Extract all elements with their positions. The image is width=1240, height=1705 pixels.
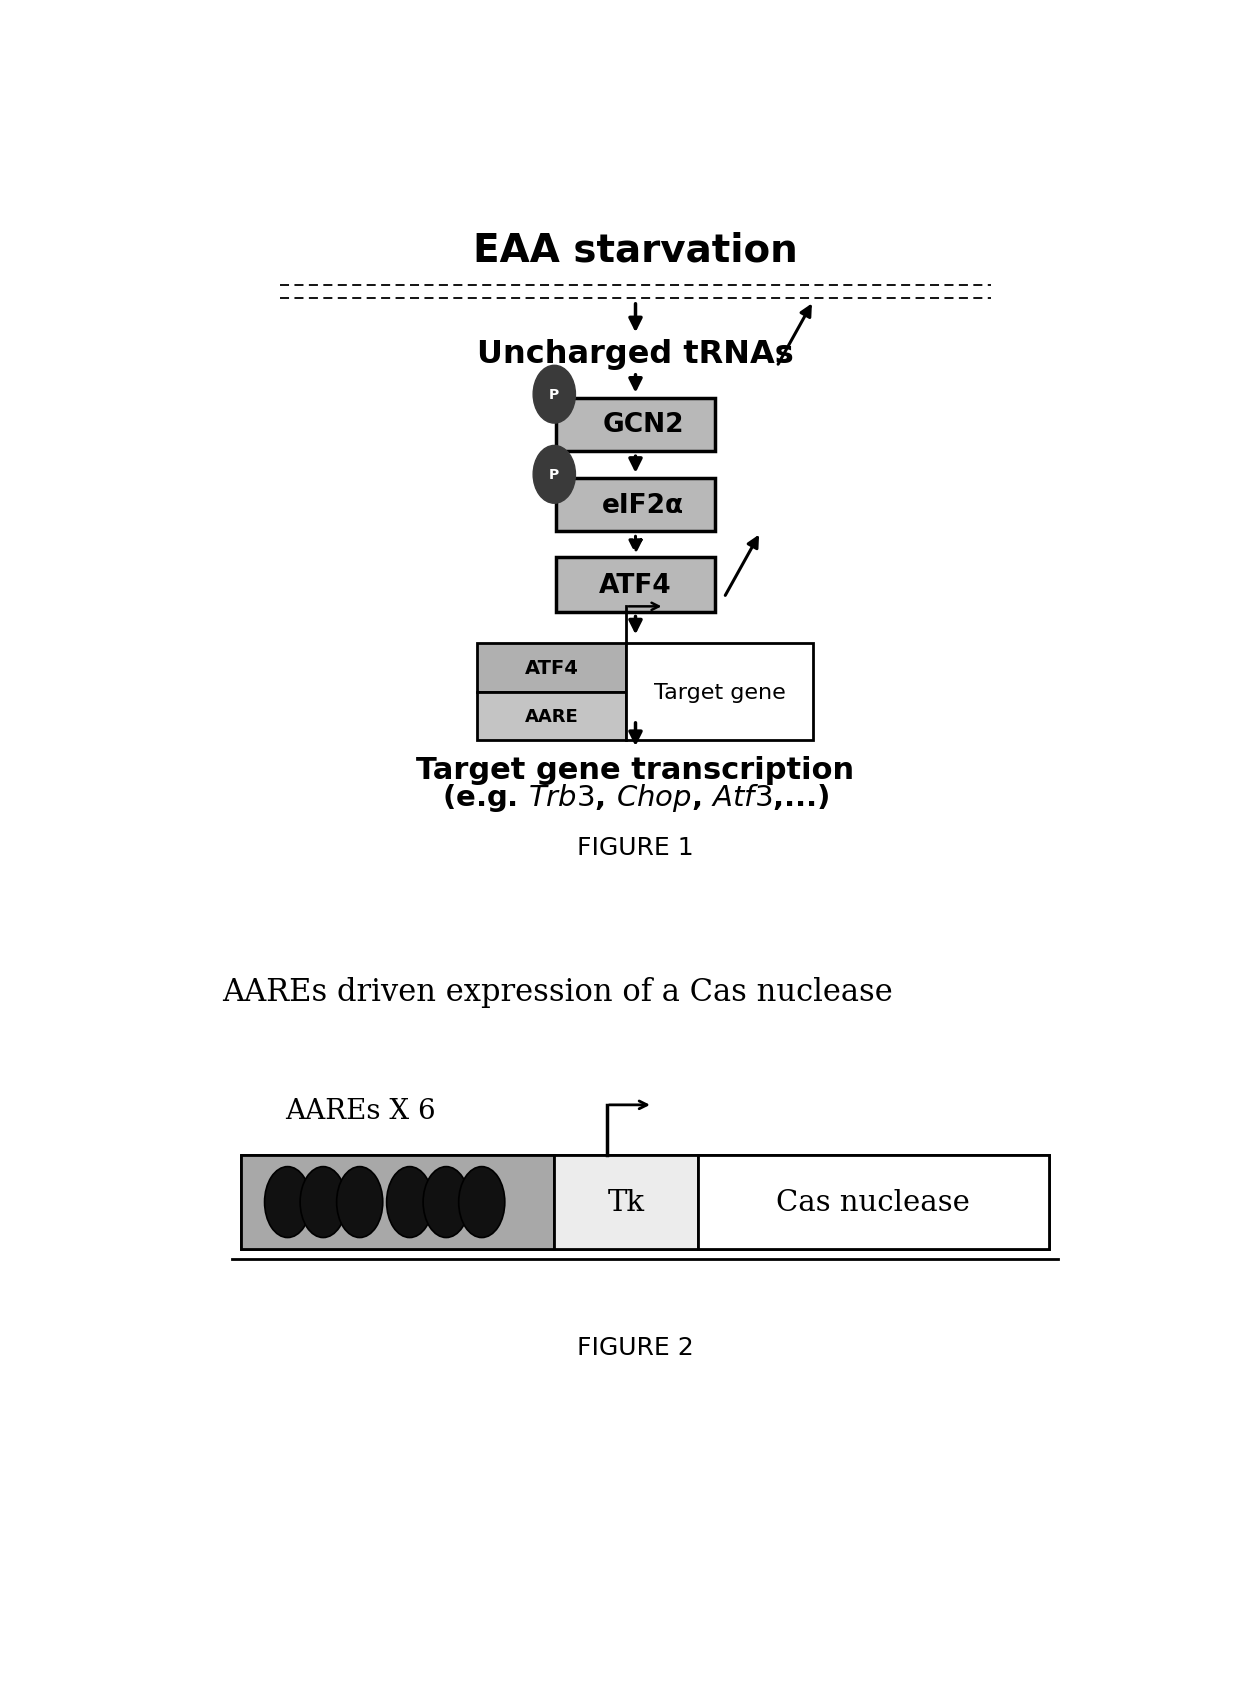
Text: FIGURE 1: FIGURE 1 [577,835,694,859]
Bar [557,558,714,612]
Bar [242,1154,1049,1250]
Bar [557,399,714,452]
Text: GCN2: GCN2 [603,413,684,438]
Text: EAA starvation: EAA starvation [474,232,797,269]
Circle shape [533,367,575,425]
Text: AAREs X 6: AAREs X 6 [285,1096,435,1124]
Text: P: P [549,469,559,483]
Ellipse shape [459,1166,505,1238]
Bar [477,692,626,742]
Text: Target gene: Target gene [653,682,785,702]
Bar [626,644,813,742]
Text: FIGURE 2: FIGURE 2 [577,1335,694,1359]
Ellipse shape [300,1166,346,1238]
Bar [554,1154,698,1250]
Bar [557,479,714,532]
Ellipse shape [423,1166,469,1238]
Text: (e.g. $\it{Trb3}$, $\it{Chop}$, $\it{Atf3}$,...): (e.g. $\it{Trb3}$, $\it{Chop}$, $\it{Atf… [441,783,830,813]
Bar [477,644,626,692]
Text: Tk: Tk [608,1188,645,1216]
Text: P: P [549,389,559,402]
Text: AAREs driven expression of a Cas nuclease: AAREs driven expression of a Cas nucleas… [222,977,893,1008]
Bar [242,1154,554,1250]
Circle shape [533,447,575,505]
Ellipse shape [264,1166,311,1238]
Text: Cas nuclease: Cas nuclease [776,1188,970,1216]
Text: AARE: AARE [525,708,578,726]
Text: Target gene transcription: Target gene transcription [417,755,854,784]
Text: ATF4: ATF4 [525,658,578,677]
Ellipse shape [336,1166,383,1238]
Bar [698,1154,1049,1250]
Text: ATF4: ATF4 [599,573,672,598]
Text: eIF2α: eIF2α [603,493,684,518]
Text: Uncharged tRNAs: Uncharged tRNAs [477,339,794,370]
Ellipse shape [387,1166,433,1238]
